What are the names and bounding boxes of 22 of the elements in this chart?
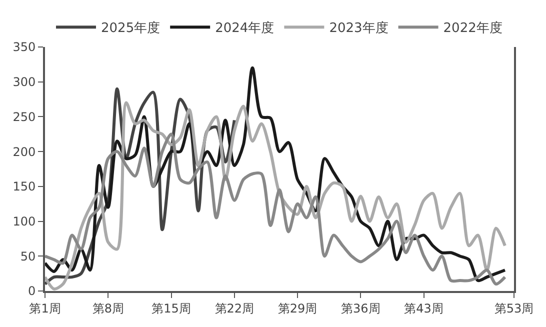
x-tick-label: 第8周	[92, 301, 124, 316]
legend-label: 2025年度	[101, 20, 160, 36]
x-tick-label: 第36周	[341, 301, 380, 316]
x-tick-label: 第15周	[152, 301, 191, 316]
x-tick-label: 第29周	[278, 301, 318, 316]
y-tick-label: 0	[28, 284, 36, 298]
legend-label: 2023年度	[329, 20, 388, 36]
x-tick-label: 第43周	[404, 301, 444, 316]
line-series	[45, 132, 506, 286]
y-tick-label: 150	[12, 180, 36, 194]
legend-label: 2024年度	[215, 20, 274, 36]
x-tick-label: 第53周	[494, 301, 534, 316]
y-tick-label: 200	[12, 144, 36, 159]
y-tick-label: 100	[12, 214, 36, 228]
line-series	[45, 101, 506, 290]
y-tick-label: 300	[12, 75, 36, 90]
y-tick-label: 50	[20, 249, 36, 264]
x-tick-label: 第22周	[214, 301, 254, 316]
x-tick-label: 第1周	[29, 301, 61, 316]
y-tick-label: 350	[12, 40, 36, 54]
legend-label: 2022年度	[443, 20, 502, 36]
y-tick-label: 250	[12, 110, 36, 124]
